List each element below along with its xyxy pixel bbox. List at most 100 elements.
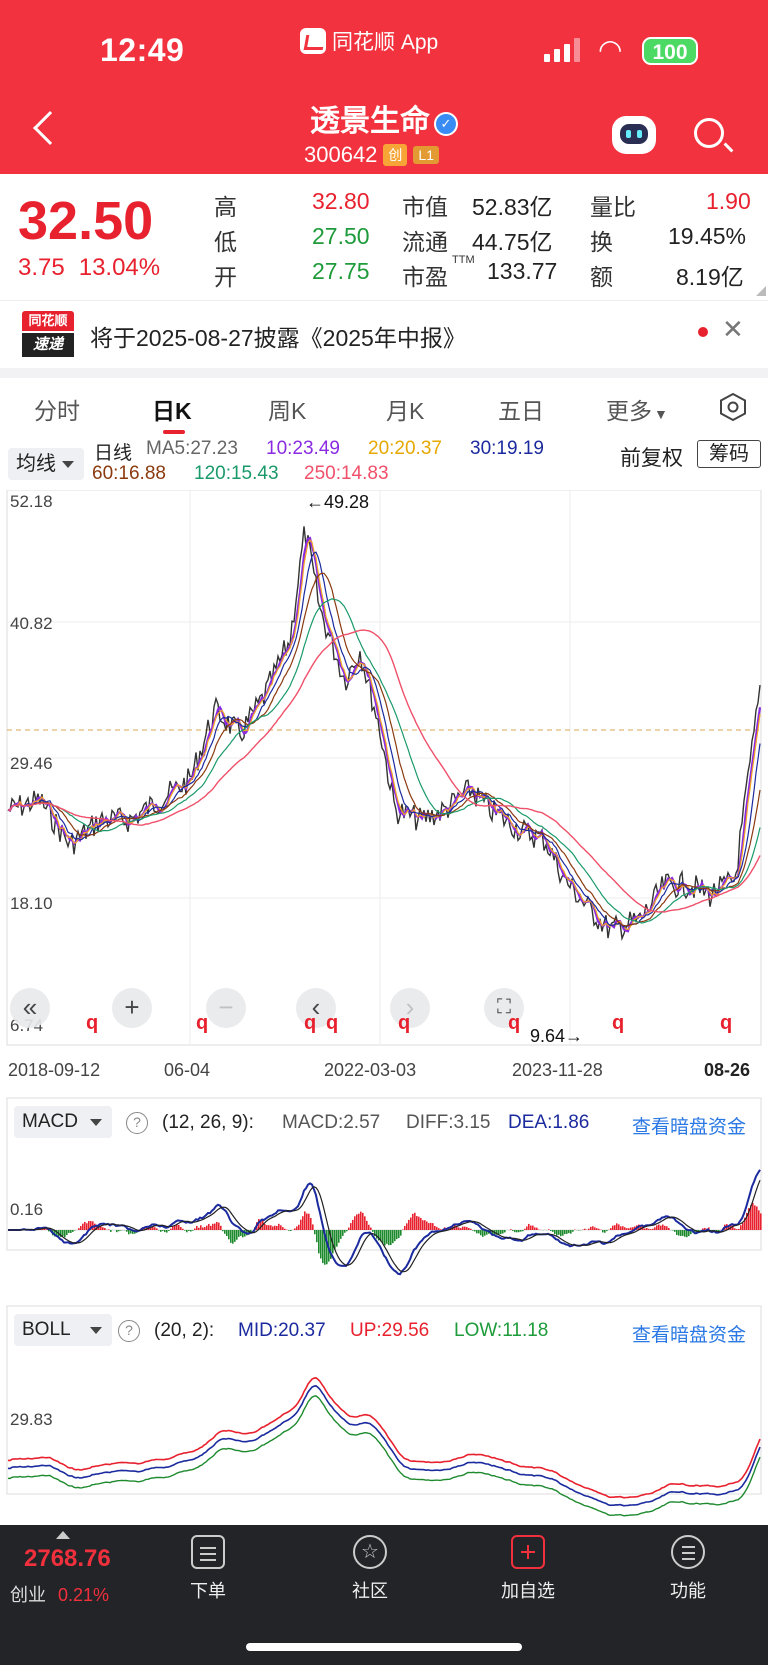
- event-marker[interactable]: q: [720, 1012, 733, 1034]
- search-icon[interactable]: [694, 118, 724, 148]
- macd-series: [8, 1169, 762, 1276]
- functions-button[interactable]: 功能: [648, 1535, 728, 1603]
- tab-monthly-k[interactable]: 月K: [386, 398, 425, 424]
- event-marker[interactable]: q: [196, 1012, 209, 1034]
- dark-pool-link[interactable]: 查看暗盘资金: [632, 1325, 747, 1346]
- index-value[interactable]: 2768.76: [24, 1545, 111, 1572]
- y-tick-4: 18.10: [10, 894, 53, 913]
- chevron-right-icon[interactable]: ›: [390, 988, 430, 1028]
- macd-bar: [500, 1230, 502, 1235]
- macd-bar: [98, 1227, 100, 1230]
- close-icon[interactable]: ✕: [722, 314, 744, 344]
- date-label-current: 08-26: [704, 1060, 751, 1080]
- macd-bar: [584, 1228, 586, 1230]
- robot-assistant-icon[interactable]: [612, 116, 656, 154]
- macd-bar: [590, 1226, 592, 1230]
- chip-button[interactable]: 筹码: [697, 440, 761, 468]
- macd-bar: [646, 1228, 648, 1230]
- help-icon[interactable]: ?: [126, 1112, 148, 1134]
- tab-daily-k[interactable]: 日K: [152, 398, 192, 424]
- tab-five-day[interactable]: 五日: [498, 398, 544, 424]
- macd-bar: [746, 1212, 748, 1230]
- macd-bar: [604, 1230, 606, 1233]
- dark-pool-link[interactable]: 查看暗盘资金: [632, 1117, 747, 1138]
- pe-ttm-label: TTM: [452, 254, 475, 266]
- macd-bar: [728, 1225, 730, 1230]
- tab-weekly-k[interactable]: 周K: [268, 398, 307, 424]
- macd-bar: [682, 1230, 684, 1236]
- fullscreen-icon[interactable]: ⛶: [484, 988, 524, 1028]
- boll-selector[interactable]: BOLL: [14, 1314, 112, 1346]
- macd-bar: [90, 1221, 92, 1230]
- event-marker[interactable]: q: [612, 1012, 625, 1034]
- macd-bar: [100, 1226, 102, 1230]
- macd-bar: [104, 1227, 106, 1230]
- macd-bar: [492, 1230, 494, 1236]
- settings-hexagon-icon[interactable]: [718, 392, 748, 422]
- notice-banner[interactable]: 同花顺 速递 将于2025-08-27披露《2025年中报》: [0, 300, 768, 368]
- high-value: 32.80: [312, 188, 370, 214]
- macd-bar: [190, 1230, 192, 1232]
- ma-selector[interactable]: 均线: [8, 448, 84, 480]
- macd-bar: [742, 1222, 744, 1230]
- macd-bar: [552, 1230, 554, 1232]
- kline-chart-area[interactable]: [0, 490, 768, 1520]
- macd-bar: [132, 1230, 134, 1234]
- event-marker[interactable]: q: [304, 1012, 317, 1034]
- macd-y-tick: 0.16: [10, 1200, 44, 1219]
- event-marker[interactable]: q: [508, 1012, 521, 1034]
- macd-bar: [758, 1210, 760, 1230]
- macd-value: MACD:2.57: [282, 1112, 381, 1133]
- macd-bar: [116, 1230, 118, 1233]
- macd-bar: [242, 1230, 244, 1238]
- date-label: 2018-09-12: [8, 1060, 101, 1080]
- zoom-in-icon[interactable]: +: [112, 988, 152, 1028]
- macd-bar: [66, 1230, 68, 1235]
- macd-bar: [622, 1226, 624, 1230]
- macd-bar: [318, 1230, 320, 1254]
- event-marker[interactable]: q: [326, 1012, 339, 1034]
- expand-corner-icon[interactable]: [756, 286, 766, 296]
- order-button[interactable]: 下单: [168, 1535, 248, 1603]
- help-icon[interactable]: ?: [118, 1320, 140, 1342]
- event-marker[interactable]: q: [398, 1012, 411, 1034]
- macd-bar: [708, 1227, 710, 1230]
- home-indicator: [246, 1643, 522, 1651]
- news-logo-bottom: 速递: [22, 333, 74, 357]
- macd-bar: [524, 1228, 526, 1230]
- zoom-out-icon[interactable]: −: [206, 988, 246, 1028]
- macd-bar: [374, 1230, 376, 1237]
- verified-icon: ✓: [434, 112, 458, 136]
- macd-bar: [146, 1226, 148, 1230]
- macd-bar: [650, 1229, 652, 1230]
- chart-tabs: 分时 日K 周K 月K 五日 更多 ▼: [0, 378, 768, 438]
- add-watchlist-button[interactable]: 加自选: [488, 1535, 568, 1603]
- macd-bar: [306, 1213, 308, 1230]
- divider: [0, 368, 768, 378]
- macd-bar: [198, 1227, 200, 1230]
- high-marker: ←49.28: [306, 492, 370, 512]
- macd-bar: [432, 1223, 434, 1230]
- low-value: 27.50: [312, 223, 370, 249]
- macd-bar: [88, 1221, 90, 1230]
- tab-intraday[interactable]: 分时: [34, 398, 80, 424]
- tab-more[interactable]: 更多 ▼: [606, 392, 668, 426]
- volratio-value: 1.90: [706, 188, 751, 214]
- community-button[interactable]: 社区: [330, 1535, 410, 1603]
- macd-selector[interactable]: MACD: [14, 1106, 112, 1138]
- macd-bar: [294, 1228, 296, 1230]
- rewind-icon[interactable]: «: [10, 988, 50, 1028]
- macd-bar: [340, 1230, 342, 1239]
- event-marker[interactable]: q: [86, 1012, 99, 1034]
- macd-bar: [652, 1228, 654, 1230]
- macd-bar: [282, 1227, 284, 1230]
- volratio-label: 量比: [590, 194, 636, 220]
- macd-bar: [312, 1224, 314, 1230]
- expand-up-icon[interactable]: [56, 1531, 70, 1539]
- chevron-left-icon[interactable]: ‹: [296, 988, 336, 1028]
- tab-more-label: 更多: [606, 398, 652, 424]
- macd-bar: [760, 1213, 762, 1230]
- adjust-mode[interactable]: 前复权: [620, 447, 683, 470]
- macd-params: (12, 26, 9):: [162, 1112, 254, 1133]
- macd-bar: [110, 1230, 112, 1232]
